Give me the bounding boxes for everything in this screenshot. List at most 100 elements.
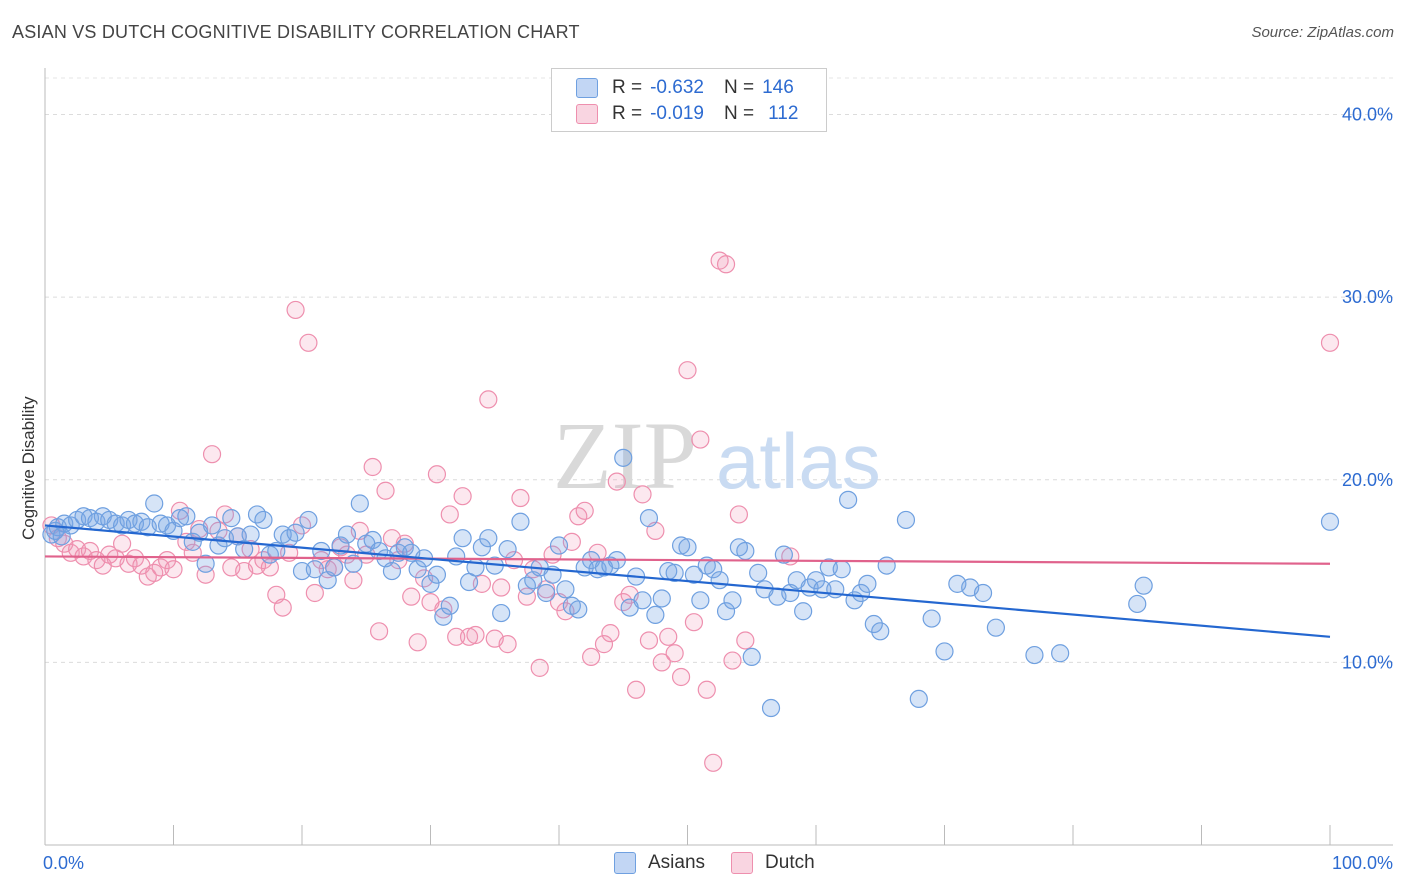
dutch-point: [363, 457, 382, 477]
x-tick-label: 100.0%: [1332, 853, 1393, 873]
asians-point: [196, 554, 215, 573]
dutch-point: [408, 633, 427, 652]
asians-point: [909, 689, 928, 709]
asians-points: [42, 448, 1340, 718]
asians-point: [421, 574, 440, 593]
dutch-point: [729, 505, 749, 524]
dutch-point: [601, 624, 620, 643]
asians-point: [408, 560, 427, 579]
asians-point: [839, 490, 858, 509]
asians-point: [671, 536, 691, 555]
dutch-point: [626, 680, 646, 699]
asians-point: [325, 558, 344, 577]
series-legend: Asians Dutch: [614, 852, 841, 874]
asians-point: [1320, 512, 1340, 531]
dutch-point: [260, 558, 279, 577]
asians-point: [832, 560, 851, 579]
dutch-point: [305, 583, 324, 603]
asians-point: [858, 574, 877, 593]
dutch-point: [202, 445, 222, 464]
asians-point: [864, 614, 883, 634]
n-value: 112: [768, 103, 799, 124]
dutch-point: [665, 644, 684, 663]
asians-point: [344, 554, 363, 573]
dutch-point: [440, 505, 459, 524]
dutch-point: [498, 635, 517, 654]
dutch-legend-swatch: [731, 852, 754, 874]
asians-point: [286, 523, 305, 542]
asians-point: [794, 602, 813, 621]
asians-point: [877, 556, 896, 575]
dutch-point: [594, 635, 614, 654]
dutch-point: [370, 622, 389, 641]
dutch-point: [80, 541, 100, 561]
dutch-point: [633, 485, 652, 504]
asians-point: [922, 609, 941, 628]
r-value: -0.632: [650, 77, 704, 98]
asians-point: [299, 510, 318, 530]
y-tick-label: 10.0%: [1342, 652, 1393, 672]
dutch-point: [492, 578, 511, 597]
tick-labels: 10.0% 20.0% 30.0% 40.0% 0.0% 100.0%: [43, 105, 1393, 873]
dutch-point: [639, 631, 659, 650]
dutch-point: [157, 551, 177, 570]
dutch-point: [125, 549, 145, 568]
asians-point: [479, 529, 498, 548]
dutch-swatch: [576, 104, 598, 124]
dutch-point: [736, 631, 755, 650]
legend-row-asians: R = -0.632 N = 146: [576, 75, 794, 101]
dutch-point: [427, 465, 447, 484]
n-value: 146: [762, 77, 794, 98]
asians-point: [549, 536, 569, 555]
dutch-point: [299, 333, 318, 352]
asians-point: [684, 565, 704, 584]
dutch-point: [659, 627, 678, 646]
trend-lines: [44, 524, 1331, 638]
asians-point: [986, 618, 1006, 637]
x-tick-label: 0.0%: [43, 853, 84, 873]
dutch-point: [112, 534, 132, 553]
dutch-legend-label: Dutch: [765, 852, 815, 873]
dutch-point: [652, 653, 671, 672]
y-axis-label: Cognitive Disability: [19, 396, 38, 540]
asians-point: [453, 529, 472, 548]
dutch-point: [704, 753, 723, 772]
legend-item-dutch[interactable]: Dutch: [731, 852, 815, 874]
dutch-point: [530, 658, 549, 677]
y-tick-label: 40.0%: [1342, 105, 1393, 125]
dutch-point: [678, 361, 697, 380]
asians-point: [350, 494, 369, 513]
asians-legend-label: Asians: [648, 852, 706, 873]
asians-point: [305, 560, 324, 579]
dutch-point: [164, 560, 183, 579]
asians-point: [742, 647, 761, 667]
asians-point: [1025, 645, 1044, 665]
dutch-point: [575, 501, 594, 520]
asians-point: [639, 509, 659, 528]
dutch-trend-line: [44, 555, 1331, 565]
asians-point: [652, 589, 671, 608]
dutch-point: [511, 488, 530, 508]
dutch-point: [447, 627, 466, 646]
y-tick-label: 30.0%: [1342, 287, 1393, 307]
asians-point: [145, 494, 164, 513]
asians-point: [440, 596, 459, 615]
dutch-point: [716, 255, 736, 274]
legend-item-asians[interactable]: Asians: [614, 852, 705, 874]
asians-point: [614, 448, 633, 467]
watermark: ZIP atlas: [553, 402, 881, 509]
r-value: -0.019: [650, 103, 704, 124]
r-label: R =: [612, 77, 643, 98]
dutch-point: [671, 667, 691, 687]
chart-title: ASIAN VS DUTCH COGNITIVE DISABILITY CORR…: [12, 22, 580, 42]
watermark-atlas: atlas: [716, 417, 881, 505]
asians-point: [710, 571, 729, 590]
dutch-point: [691, 430, 710, 449]
dutch-point: [376, 481, 395, 500]
asians-point: [427, 565, 447, 584]
asians-point: [716, 602, 736, 621]
asians-point: [633, 591, 652, 610]
asians-point: [492, 603, 511, 623]
dutch-point: [286, 300, 305, 320]
